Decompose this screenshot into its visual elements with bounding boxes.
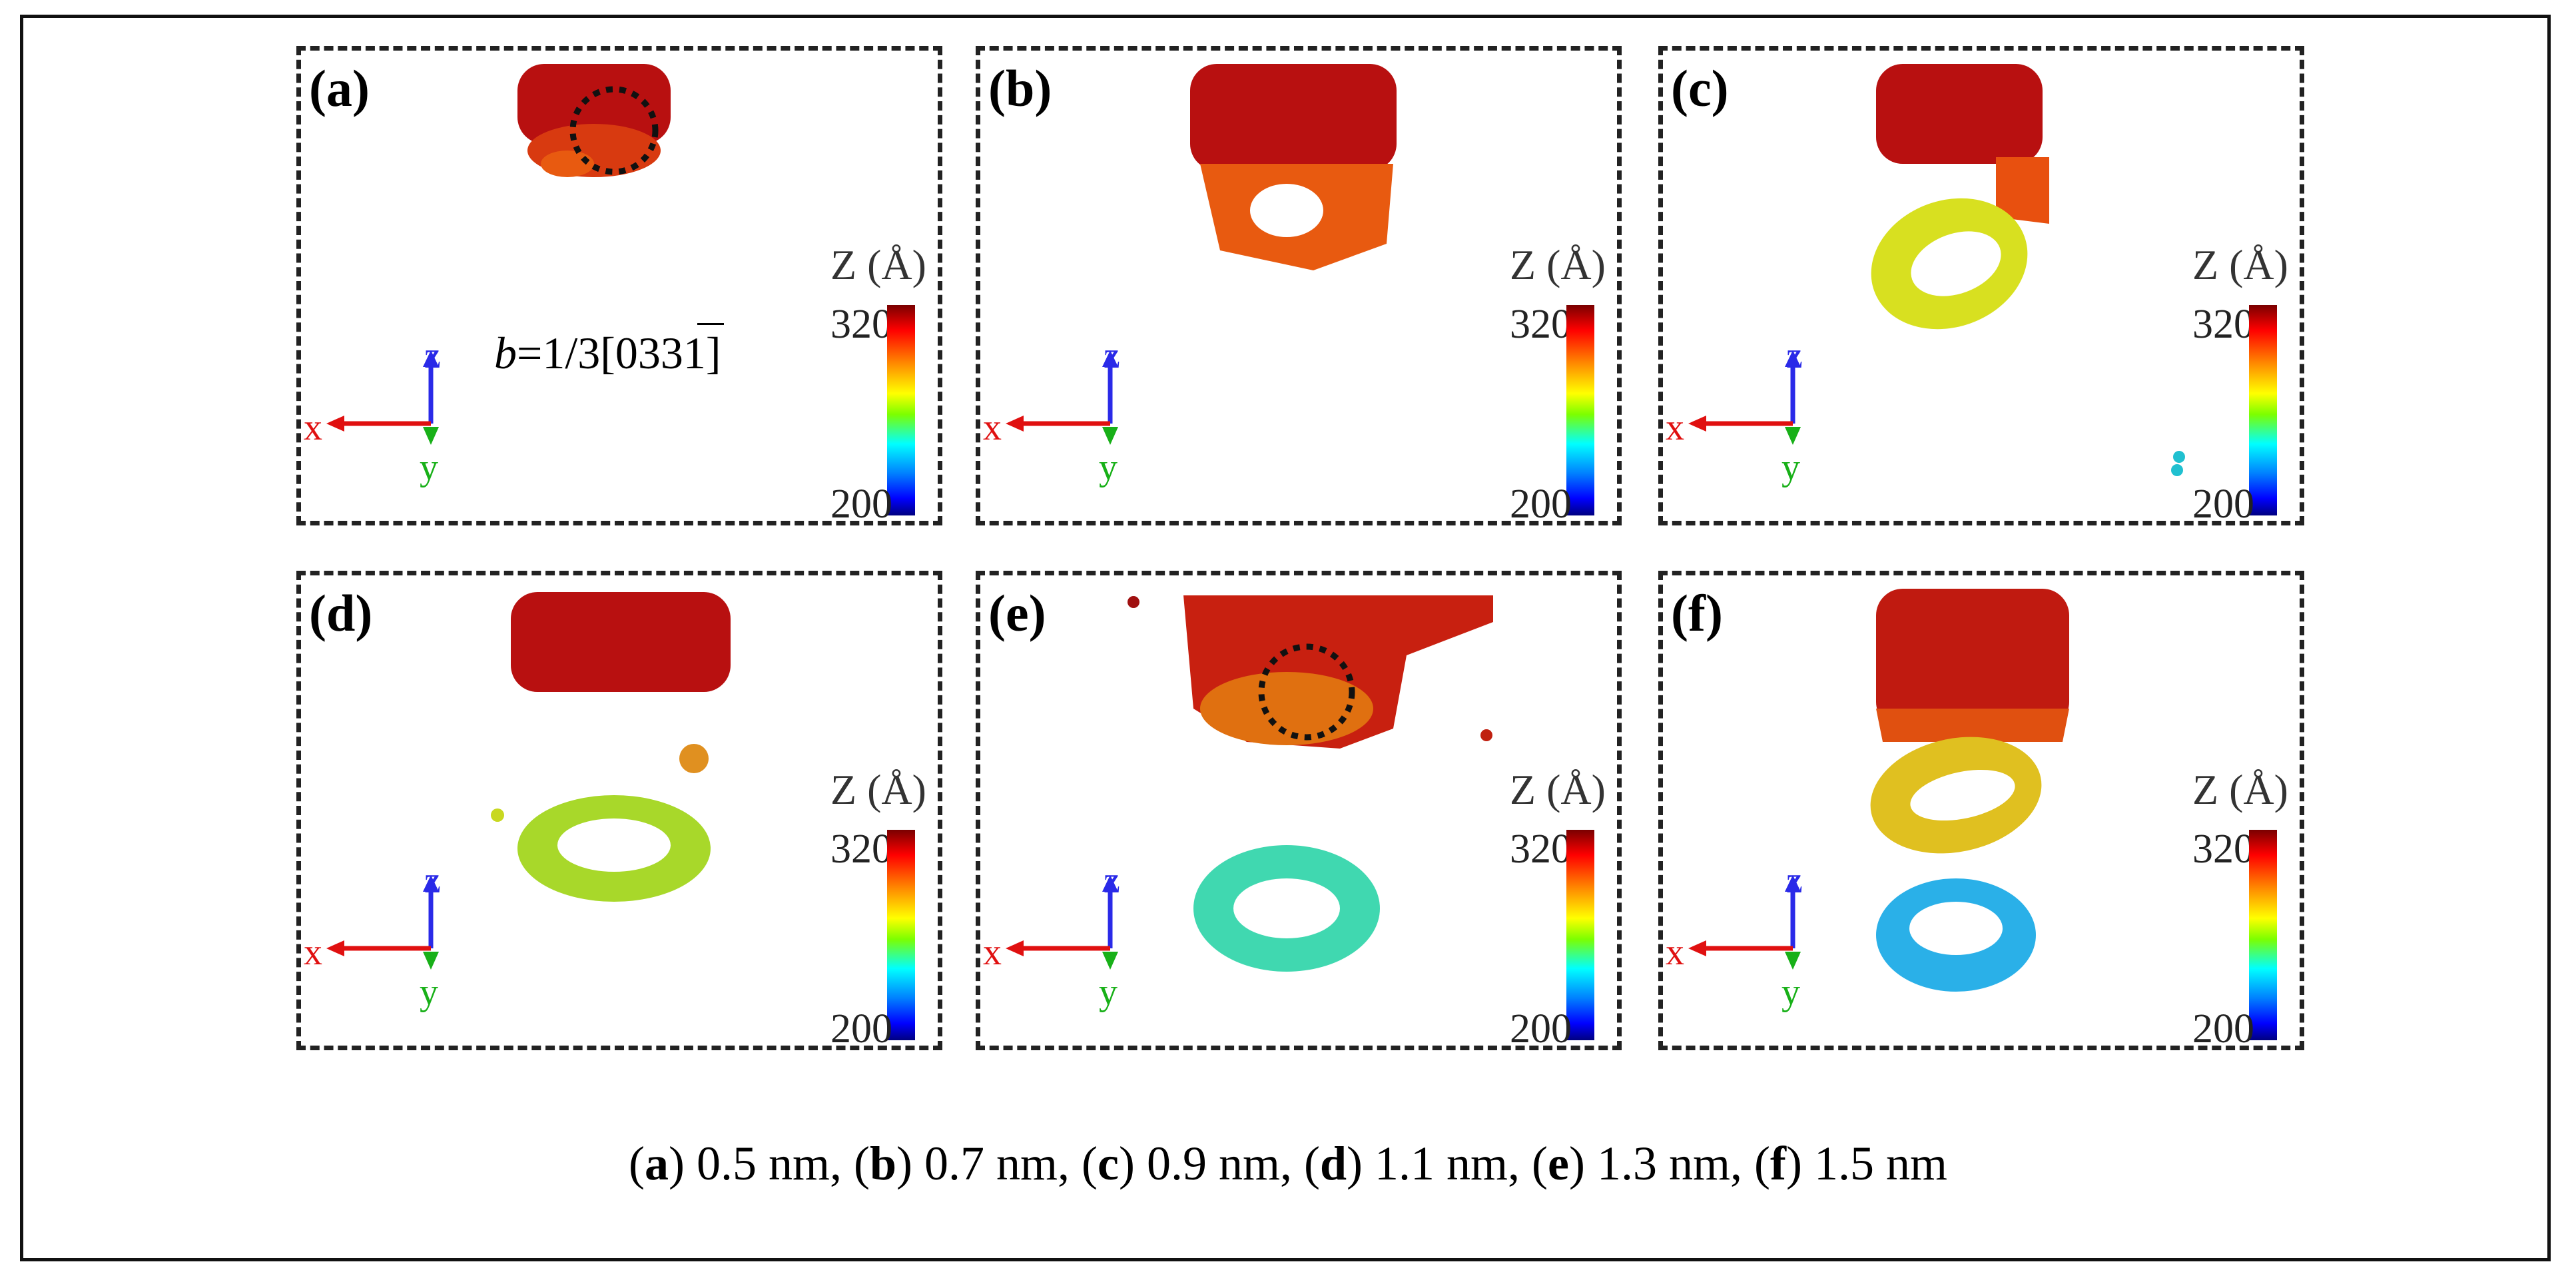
atom-cluster-d — [491, 592, 731, 902]
colorbar-title: Z (Å) — [2192, 241, 2288, 288]
colorbar-c: Z (Å) 320 200 — [2192, 244, 2288, 527]
colorbar-f: Z (Å) 320 200 — [2192, 769, 2288, 1052]
caption-label-d: d — [1319, 1137, 1347, 1190]
caption-label-f: f — [1770, 1137, 1786, 1190]
axes-indicator-b: x z y — [980, 337, 1153, 523]
colorbar-max: 320 — [2192, 302, 2254, 347]
atom-cluster-a — [517, 64, 671, 177]
axis-y-label: y — [1099, 972, 1118, 1013]
colorbar-min: 200 — [2192, 1006, 2254, 1052]
colorbar-min: 200 — [1510, 482, 1572, 527]
colorbar-min: 200 — [1510, 1006, 1572, 1052]
panel-b: (b) x z y Z (Å) 320 200 — [976, 46, 1622, 525]
axis-y-label: y — [1781, 972, 1800, 1013]
axis-x-label: x — [304, 932, 322, 973]
colorbar-title: Z (Å) — [2192, 766, 2288, 813]
colorbar-b: Z (Å) 320 200 — [1510, 244, 1606, 527]
panel-f: (f) x z y Z (Å) 320 200 — [1658, 571, 2304, 1050]
burgers-vector-label: b=1/3[0331] — [494, 323, 724, 380]
colorbar-gradient — [1566, 830, 1594, 1040]
colorbar-max: 320 — [2192, 826, 2254, 872]
panel-a: (a) b=1/3[0331] x z y Z (Å) 320 200 — [296, 46, 942, 525]
axis-x-label: x — [304, 407, 322, 448]
axis-y-label: y — [420, 972, 438, 1013]
axis-y-label: y — [1781, 447, 1800, 488]
colorbar-title: Z (Å) — [1510, 766, 1606, 813]
axis-z-label: z — [1104, 335, 1120, 376]
colorbar-title: Z (Å) — [830, 766, 926, 813]
axis-z-label: z — [1786, 860, 1803, 901]
overbar-mark — [697, 323, 724, 325]
axis-z-label: z — [1786, 335, 1803, 376]
panel-label-a: (a) — [309, 59, 370, 117]
panel-c: (c) x z y Z (Å) 320 200 — [1658, 46, 2304, 525]
caption-value-c: 0.9 nm — [1146, 1137, 1280, 1190]
caption-label-a: a — [645, 1137, 669, 1190]
atom-cluster-e — [1127, 595, 1493, 972]
colorbar-min: 200 — [830, 482, 892, 527]
caption-value-e: 1.3 nm — [1596, 1137, 1730, 1190]
colorbar-max: 320 — [830, 302, 892, 347]
axis-y-label: y — [1099, 447, 1118, 488]
axes-indicator-d: x z y — [301, 862, 474, 1048]
panel-d: (d) x z y Z (Å) 320 200 — [296, 571, 942, 1050]
axis-z-label: z — [424, 860, 441, 901]
caption-label-c: c — [1098, 1137, 1119, 1190]
caption-value-f: 1.5 nm — [1813, 1137, 1947, 1190]
burgers-vector-value: =1/3[0331] — [517, 328, 721, 378]
panel-label-d: (d) — [309, 584, 373, 642]
panel-label-f: (f) — [1671, 584, 1723, 642]
colorbar-gradient — [1566, 305, 1594, 515]
axis-z-label: z — [1104, 860, 1120, 901]
atom-cluster-c — [1871, 64, 2185, 476]
colorbar-a: Z (Å) 320 200 — [830, 244, 926, 527]
atom-cluster-b — [1190, 64, 1397, 270]
colorbar-gradient — [2249, 830, 2277, 1040]
figure-caption: (a) 0.5 nm, (b) 0.7 nm, (c) 0.9 nm, (d) … — [629, 1137, 1947, 1190]
colorbar-gradient — [887, 305, 915, 515]
panel-label-e: (e) — [988, 584, 1046, 642]
colorbar-max: 320 — [830, 826, 892, 872]
caption-label-e: e — [1548, 1137, 1569, 1190]
colorbar-title: Z (Å) — [830, 241, 926, 288]
colorbar-title: Z (Å) — [1510, 241, 1606, 288]
axes-indicator-e: x z y — [980, 862, 1153, 1048]
figure-frame: (a) b=1/3[0331] x z y Z (Å) 320 200 — [20, 15, 2551, 1261]
colorbar-e: Z (Å) 320 200 — [1510, 769, 1606, 1052]
axes-indicator-a: x z y — [301, 337, 474, 523]
panel-e: (e) x z y Z (Å) 320 200 — [976, 571, 1622, 1050]
burgers-symbol: b — [494, 328, 517, 378]
axis-x-label: x — [983, 932, 1002, 973]
axis-y-label: y — [420, 447, 438, 488]
axis-x-label: x — [1666, 407, 1684, 448]
caption-value-d: 1.1 nm — [1375, 1137, 1508, 1190]
panel-label-b: (b) — [988, 59, 1052, 117]
colorbar-max: 320 — [1510, 302, 1572, 347]
axes-indicator-c: x z y — [1663, 337, 1836, 523]
colorbar-d: Z (Å) 320 200 — [830, 769, 926, 1052]
colorbar-min: 200 — [2192, 482, 2254, 527]
axis-x-label: x — [983, 407, 1002, 448]
axes-indicator-f: x z y — [1663, 862, 1836, 1048]
axis-x-label: x — [1666, 932, 1684, 973]
panel-label-c: (c) — [1671, 59, 1729, 117]
defect-circle-e — [1258, 643, 1355, 741]
colorbar-gradient — [2249, 305, 2277, 515]
caption-value-b: 0.7 nm — [924, 1137, 1058, 1190]
colorbar-gradient — [887, 830, 915, 1040]
axis-z-label: z — [424, 335, 441, 376]
colorbar-min: 200 — [830, 1006, 892, 1052]
caption-value-a: 0.5 nm — [697, 1137, 830, 1190]
atom-cluster-f — [1870, 589, 2069, 992]
colorbar-max: 320 — [1510, 826, 1572, 872]
defect-circle-a — [569, 86, 659, 175]
caption-label-b: b — [870, 1137, 897, 1190]
